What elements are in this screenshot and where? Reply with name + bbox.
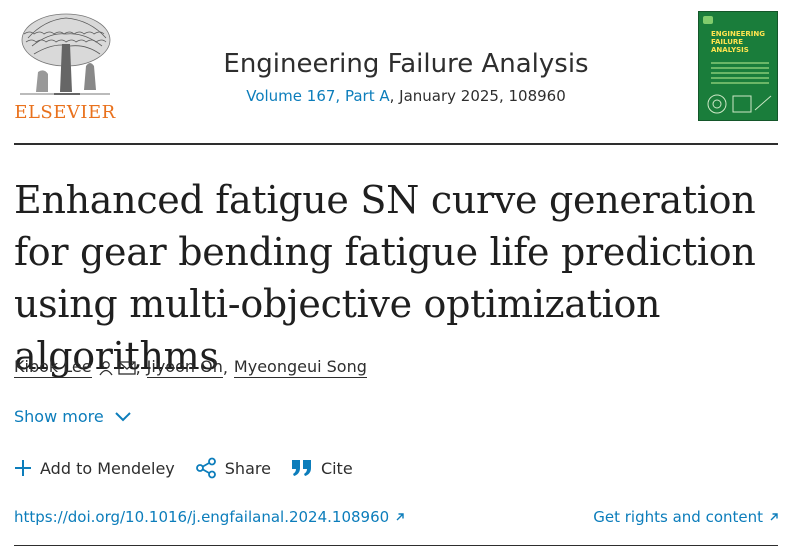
corresponding-author-icons bbox=[98, 360, 136, 376]
get-rights-link[interactable]: Get rights and content bbox=[593, 508, 779, 526]
footer-divider bbox=[14, 545, 778, 546]
show-more-button[interactable]: Show more bbox=[14, 407, 132, 426]
doi-label: https://doi.org/10.1016/j.engfailanal.20… bbox=[14, 508, 390, 526]
get-rights-label: Get rights and content bbox=[593, 508, 763, 526]
add-to-mendeley-button[interactable]: Add to Mendeley bbox=[14, 459, 175, 478]
doi-link[interactable]: https://doi.org/10.1016/j.engfailanal.20… bbox=[14, 508, 405, 526]
show-more-label: Show more bbox=[14, 407, 104, 426]
external-arrow-icon bbox=[396, 513, 404, 521]
header-divider bbox=[14, 143, 778, 145]
journal-meta: Volume 167, Part A, January 2025, 108960 bbox=[130, 86, 682, 106]
author-separator: , bbox=[135, 358, 141, 377]
issue-details: , January 2025, 108960 bbox=[389, 87, 566, 105]
author-list: Kibok Lee , Jiyoon Oh , Myeongeui Song bbox=[14, 357, 367, 378]
elsevier-tree-logo bbox=[20, 13, 111, 95]
article-title: Enhanced fatigue SN curve generation for… bbox=[14, 178, 756, 378]
mail-icon[interactable] bbox=[117, 360, 136, 375]
elsevier-wordmark: ELSEVIER bbox=[14, 102, 116, 123]
elsevier-logo[interactable]: ELSEVIER bbox=[14, 10, 116, 128]
cite-button[interactable]: Cite bbox=[291, 459, 353, 478]
author-link[interactable]: Kibok Lee bbox=[14, 357, 92, 378]
chevron-down-icon bbox=[114, 411, 131, 421]
author-separator: , bbox=[222, 358, 228, 377]
article-actions: Add to Mendeley Share Cite bbox=[14, 457, 373, 479]
volume-link[interactable]: Volume 167, Part A bbox=[246, 87, 390, 105]
cover-publisher-icon bbox=[703, 16, 713, 24]
plus-icon bbox=[15, 460, 31, 476]
add-to-mendeley-label: Add to Mendeley bbox=[40, 458, 175, 478]
journal-cover[interactable]: ENGINEERING FAILURE ANALYSIS bbox=[698, 11, 778, 121]
external-arrow-icon bbox=[770, 513, 778, 521]
author-link[interactable]: Jiyoon Oh bbox=[146, 357, 223, 378]
share-button[interactable]: Share bbox=[195, 457, 271, 479]
journal-header: Engineering Failure Analysis Volume 167,… bbox=[130, 48, 682, 106]
person-icon[interactable] bbox=[98, 360, 114, 376]
cover-text-lines bbox=[711, 62, 769, 87]
share-label: Share bbox=[224, 458, 271, 478]
cover-title: ENGINEERING FAILURE ANALYSIS bbox=[711, 30, 766, 54]
author-link[interactable]: Myeongeui Song bbox=[233, 357, 367, 378]
quote-icon bbox=[291, 460, 311, 476]
cite-label: Cite bbox=[320, 458, 353, 478]
journal-title-link[interactable]: Engineering Failure Analysis bbox=[223, 49, 589, 79]
share-icon bbox=[195, 457, 216, 479]
cover-illustration bbox=[707, 94, 772, 114]
